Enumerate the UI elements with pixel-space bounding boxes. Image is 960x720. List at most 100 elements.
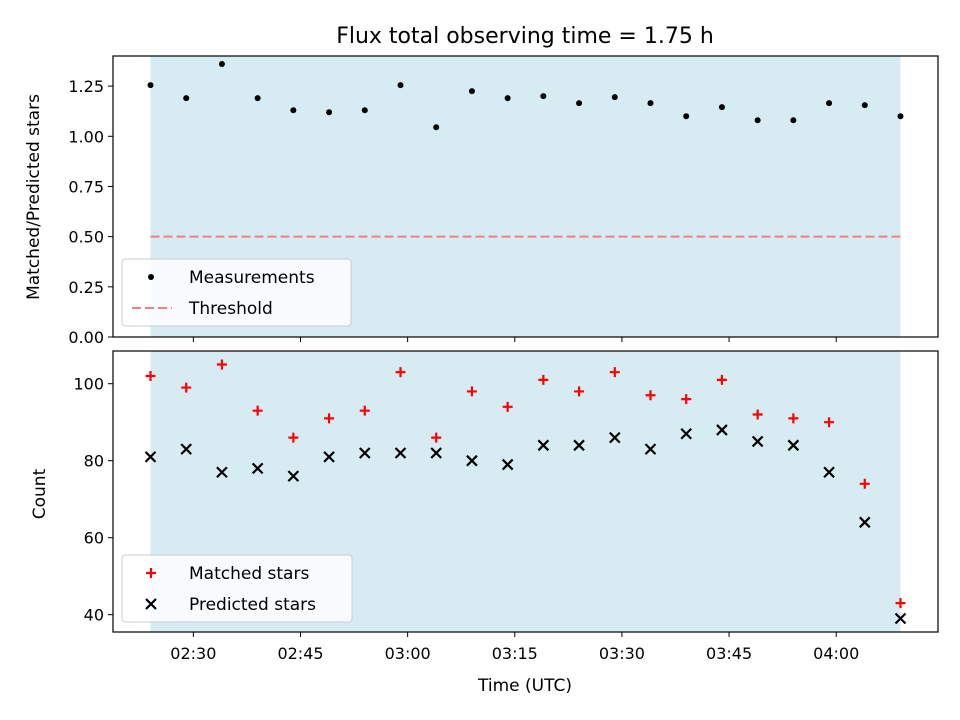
legend-label: Threshold (188, 299, 273, 319)
legend-box (121, 258, 352, 327)
matched-star-point (645, 390, 656, 401)
x-tick-label: 03:30 (599, 644, 645, 663)
matched-star-point (216, 359, 227, 370)
measurement-point (754, 117, 761, 124)
measurement-point (718, 104, 725, 111)
matched-star-point (252, 405, 263, 416)
measurement-point (861, 102, 868, 109)
predicted-star-point (680, 427, 692, 440)
predicted-star-point (287, 470, 300, 482)
predicted-star-point (144, 451, 157, 463)
matched-star-point (288, 432, 299, 443)
matched-star-point (538, 374, 549, 385)
measurement-point (826, 100, 833, 107)
matched-star-point (788, 413, 799, 424)
legend-marker-predicted (145, 598, 157, 610)
matched-star-point (466, 386, 477, 397)
x-tick-label: 03:00 (385, 644, 431, 663)
x-tick-label: 03:45 (706, 644, 752, 663)
legend-marker-measurements (148, 274, 154, 280)
measurement-point (254, 95, 261, 102)
predicted-star-point (394, 447, 407, 459)
x-tick-label: 02:45 (277, 644, 323, 663)
matched-star-point (431, 432, 442, 443)
matched-star-point (895, 598, 906, 609)
x-axis-label: Time (UTC) (477, 676, 572, 696)
predicted-star-point (430, 447, 442, 459)
predicted-star-point (751, 435, 764, 448)
measurement-point (576, 100, 583, 107)
measurement-point (397, 82, 404, 89)
y-tick-label: 100 (73, 375, 104, 394)
measurement-point (290, 107, 297, 114)
matched-star-point (324, 413, 335, 424)
predicted-star-point (323, 451, 335, 463)
matched-star-point (859, 478, 870, 489)
predicted-star-point (716, 424, 728, 436)
y-tick-label: 0.75 (68, 177, 104, 196)
matched-star-point (716, 374, 727, 385)
predicted-star-point (823, 466, 835, 479)
measurement-point (218, 61, 225, 68)
predicted-star-point (501, 458, 514, 471)
matched-star-point (145, 371, 156, 382)
legend-marker-matched (146, 568, 156, 578)
bottom-y-axis-label: Count (30, 468, 50, 519)
x-tick-label: 02:30 (170, 644, 216, 663)
matched-star-point (502, 401, 513, 412)
top-panel: 0.00 0.25 0.50 0.75 1.00 1.25 Measurements Thre… (68, 55, 939, 347)
x-tick-label: 04:00 (813, 644, 859, 663)
matched-star-point (609, 367, 620, 378)
predicted-star-point (609, 431, 621, 444)
measurement-point (790, 117, 797, 124)
matched-star-point (681, 394, 692, 405)
matched-star-point (395, 367, 406, 378)
axes-frame (112, 55, 939, 338)
legend-label: Matched stars (189, 564, 309, 584)
predicted-star-point (216, 466, 228, 479)
predicted-star-point (644, 443, 657, 455)
measurement-point (147, 82, 154, 89)
matched-star-point (574, 386, 585, 397)
matched-star-point (752, 409, 763, 420)
y-tick-label: 0.25 (68, 278, 104, 297)
matched-star-point (359, 405, 370, 416)
measurement-point (611, 94, 618, 101)
y-tick-label: 0.00 (68, 328, 104, 347)
predicted-star-point (180, 443, 192, 455)
predicted-star-point (251, 462, 264, 475)
measurement-point (647, 100, 654, 107)
y-tick-label: 1.00 (68, 127, 104, 146)
matched-star-point (181, 382, 192, 393)
predicted-star-point (894, 612, 907, 625)
predicted-star-point (359, 447, 371, 459)
predicted-star-point (537, 439, 550, 452)
measurement-point (504, 95, 511, 102)
y-tick-label: 1.25 (68, 77, 104, 96)
measurement-point (326, 109, 333, 116)
y-tick-label: 40 (84, 606, 104, 625)
predicted-star-point (573, 439, 585, 452)
predicted-star-point (466, 454, 478, 467)
measurement-point (683, 113, 690, 120)
predicted-star-point (787, 439, 800, 452)
y-tick-label: 0.50 (68, 228, 104, 247)
measurement-point (897, 113, 904, 120)
measurement-point (183, 95, 190, 102)
bottom-panel: 40 60 80 100 02:30 02:45 03:00 03:15 03:30 03:45 0… (73, 350, 939, 663)
x-tick-label: 03:15 (492, 644, 538, 663)
y-tick-label: 60 (84, 529, 104, 548)
matched-star-point (824, 417, 835, 428)
legend-label: Predicted stars (189, 595, 316, 615)
measurement-point (433, 124, 440, 131)
measurement-point (540, 93, 547, 100)
measurement-point (468, 88, 475, 95)
top-y-axis-label: Matched/Predicted stars (24, 94, 44, 300)
legend-label: Measurements (189, 268, 315, 288)
chart-title: Flux total observing time = 1.75 h (336, 24, 714, 49)
axes-frame (112, 350, 939, 633)
predicted-star-point (859, 516, 871, 529)
y-tick-label: 80 (84, 452, 104, 471)
legend-box (121, 554, 353, 623)
